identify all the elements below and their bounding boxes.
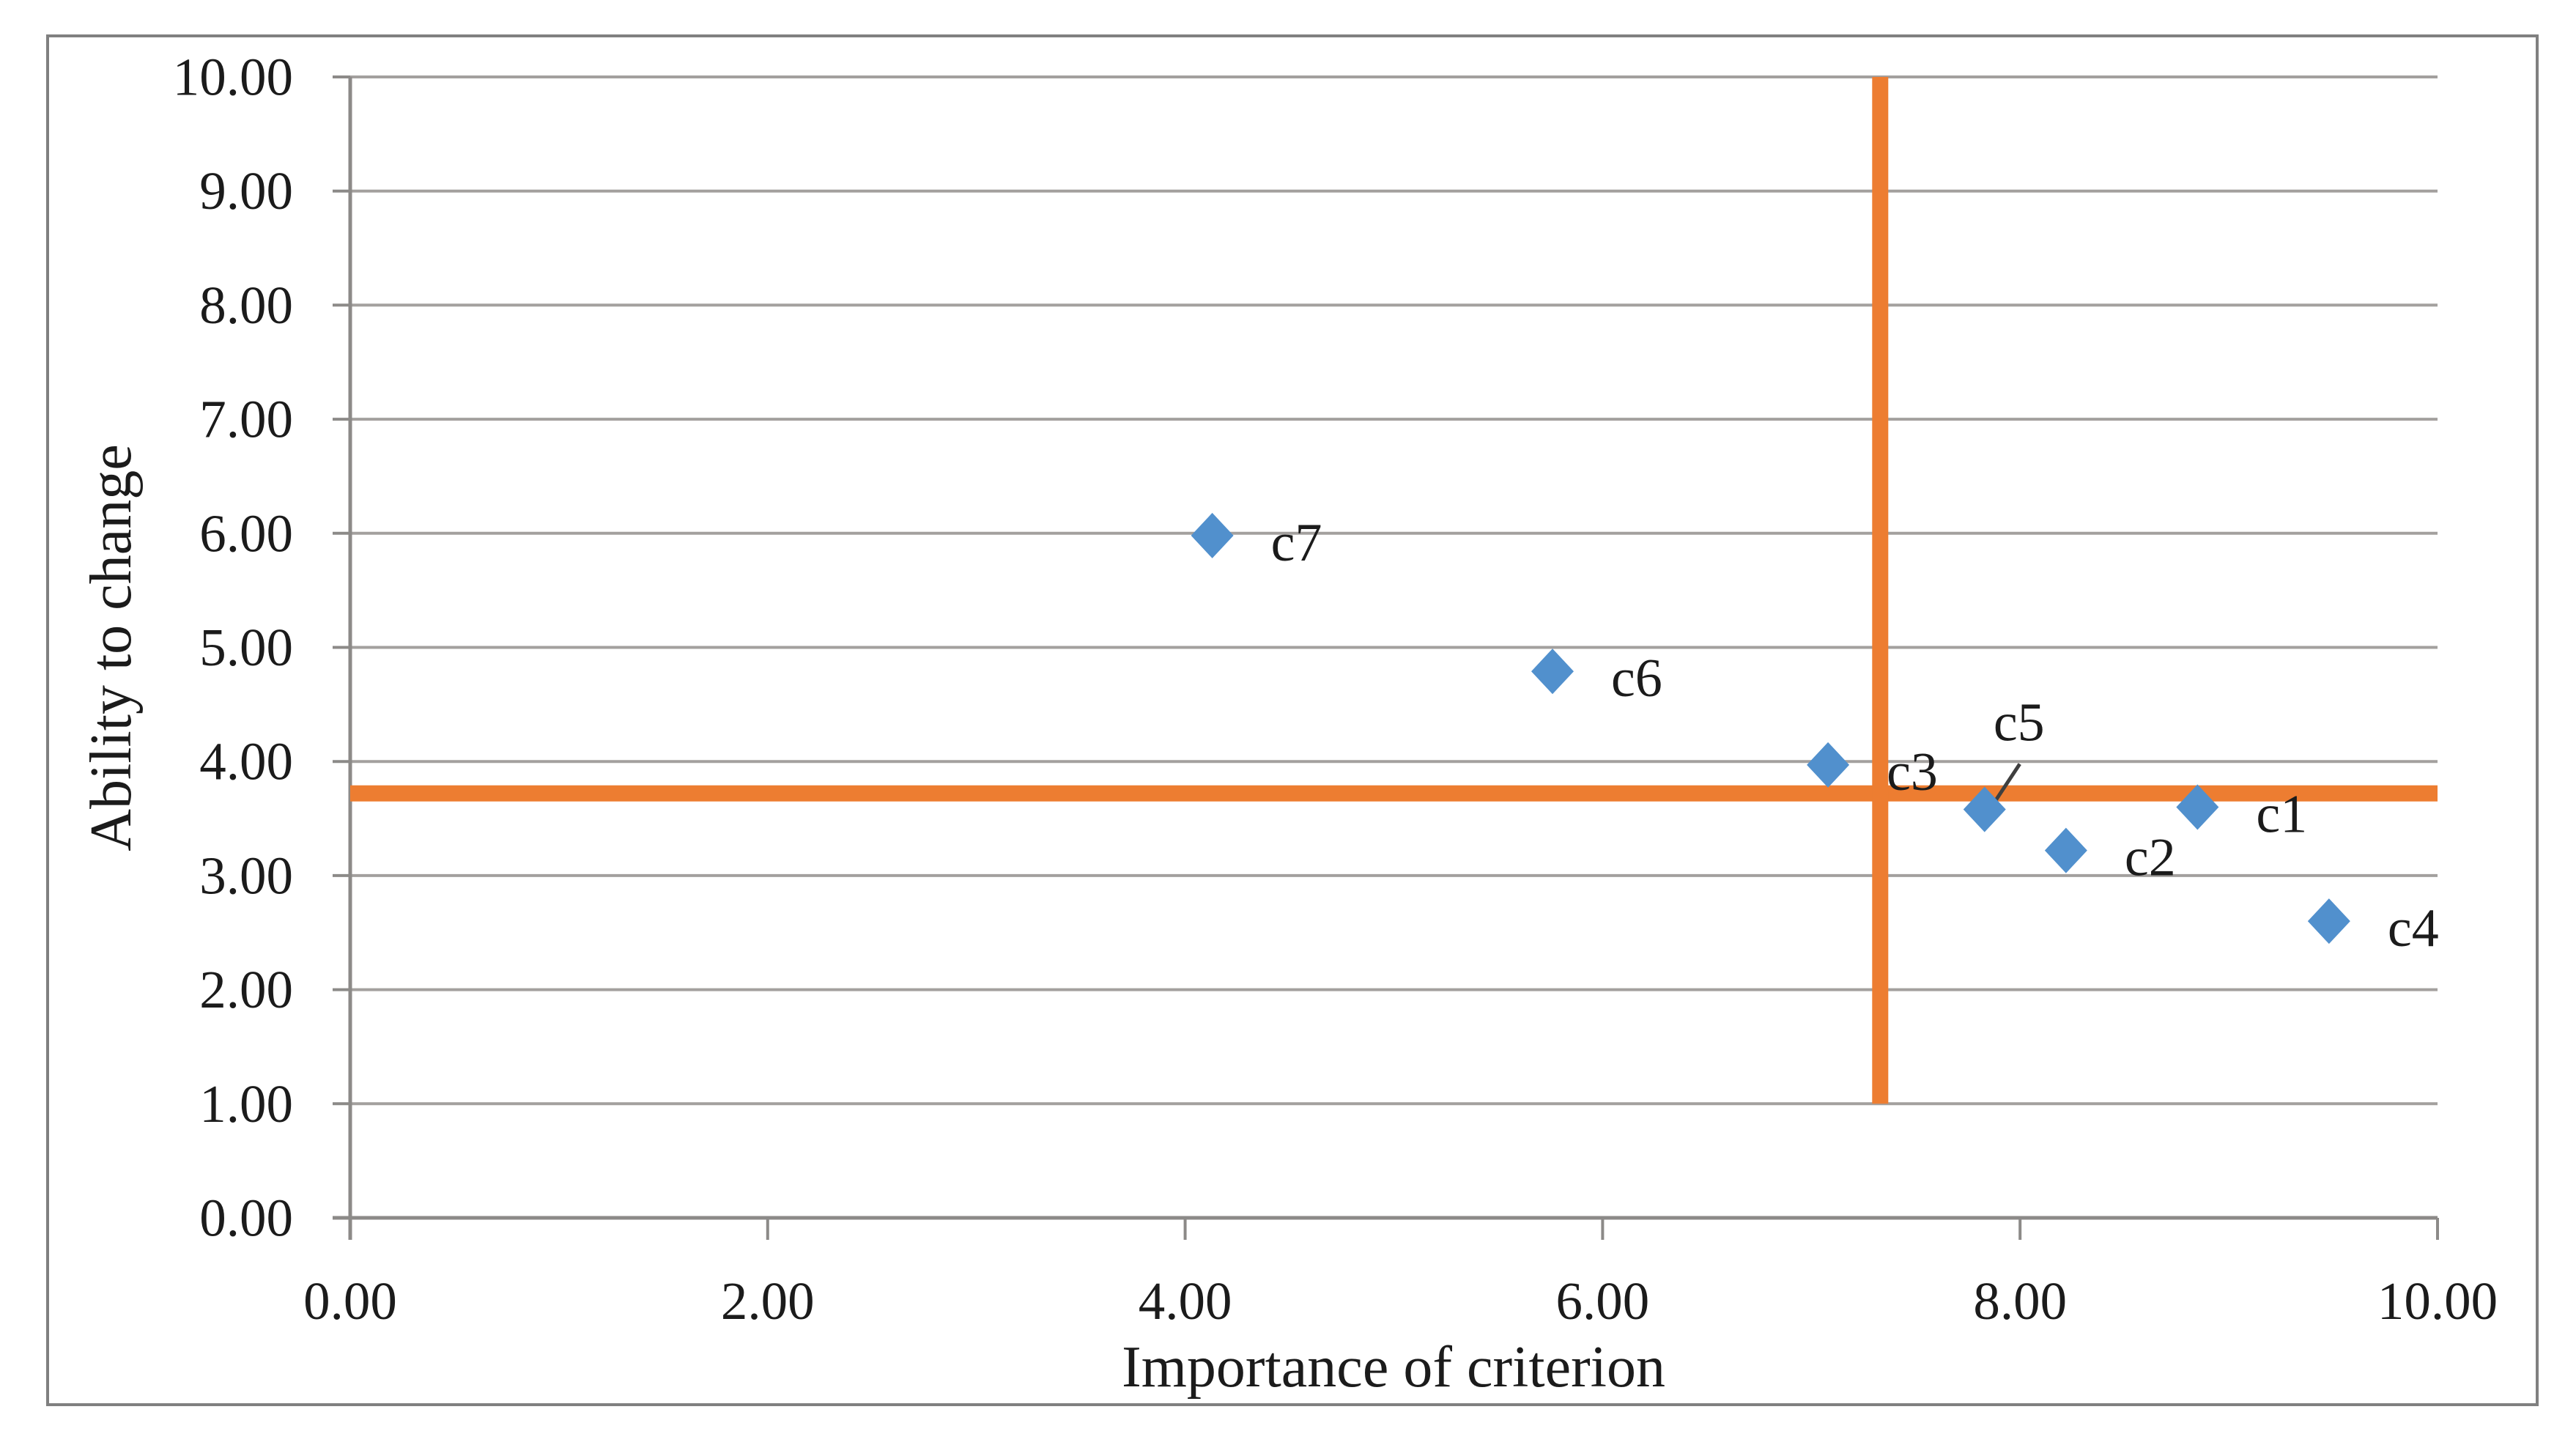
data-point-marker-c1 <box>2176 784 2219 830</box>
data-point-marker-c5 <box>1963 786 2006 832</box>
data-point-marker-c4 <box>2307 898 2350 945</box>
tick-labels: 0.00 1.00 2.00 3.00 4.00 5.00 6.00 7.00 8.00 9.00… <box>173 48 2498 1331</box>
x-tick-label: 8.00 <box>1973 1271 2067 1331</box>
y-tick-label: 1.00 <box>199 1074 293 1134</box>
y-tick-label: 7.00 <box>199 390 293 449</box>
data-points: c1 c2 c3 c4 c5 c6 c7 <box>1191 512 2439 958</box>
data-point-marker-c3 <box>1807 742 1850 788</box>
y-tick-label: 8.00 <box>199 276 293 335</box>
x-tick-label: 4.00 <box>1139 1271 1232 1331</box>
data-point-marker-c6 <box>1531 648 1574 695</box>
data-point-label-c3: c3 <box>1887 742 1938 802</box>
x-tick-label: 6.00 <box>1556 1271 1650 1331</box>
data-point-marker-c7 <box>1191 512 1234 558</box>
data-point-label-c4: c4 <box>2388 898 2439 958</box>
data-point-label-c2: c2 <box>2125 828 2176 888</box>
y-tick-label: 9.00 <box>199 161 293 221</box>
x-axis-title: Importance of criterion <box>1122 1335 1665 1400</box>
data-point-label-c6: c6 <box>1611 648 1662 709</box>
y-tick-label: 3.00 <box>199 846 293 905</box>
data-point-label-c1: c1 <box>2256 784 2307 844</box>
x-tick-label: 0.00 <box>303 1271 397 1331</box>
figure-border <box>46 34 2539 1406</box>
axes <box>333 75 2439 1240</box>
data-point-label-c5: c5 <box>1994 693 2045 753</box>
y-axis-title: Ability to change <box>79 444 144 851</box>
y-tick-label: 0.00 <box>199 1189 293 1248</box>
y-tick-label: 10.00 <box>173 48 293 107</box>
data-point-label-c7: c7 <box>1271 513 1322 573</box>
gridlines <box>350 75 2438 1106</box>
y-tick-label: 5.00 <box>199 618 293 677</box>
y-tick-label: 6.00 <box>199 503 293 563</box>
y-tick-label: 4.00 <box>199 732 293 791</box>
data-point-marker-c2 <box>2044 827 2087 873</box>
y-tick-label: 2.00 <box>199 960 293 1019</box>
crosshair-lines <box>350 77 2438 1104</box>
x-tick-label: 10.00 <box>2377 1271 2498 1331</box>
x-tick-label: 2.00 <box>721 1271 815 1331</box>
